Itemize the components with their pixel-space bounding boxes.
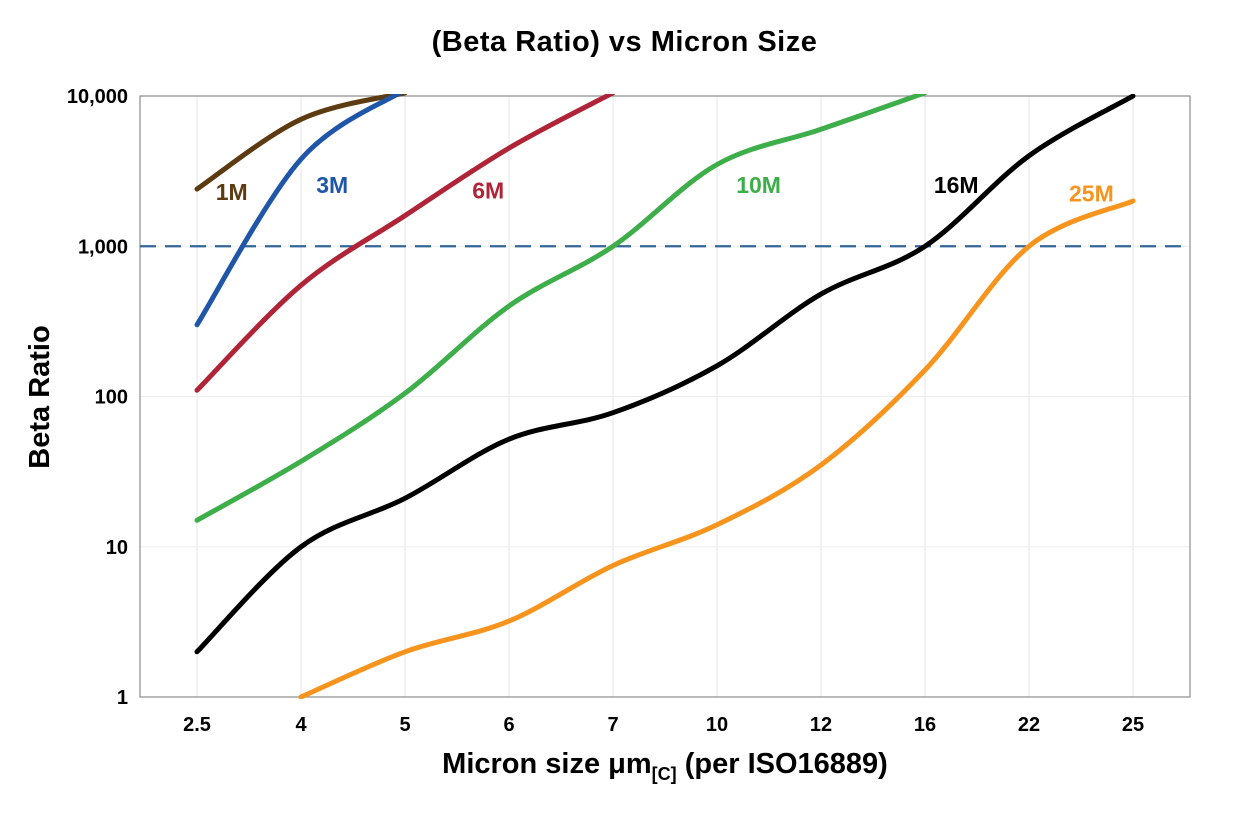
y-tick-label: 100: [95, 387, 128, 409]
chart-title: (Beta Ratio) vs Micron Size: [431, 26, 818, 58]
series-line-25M: [298, 198, 1136, 699]
x-tick-label: 7: [607, 714, 618, 736]
series-group: [194, 94, 1136, 699]
x-axis-title-suffix: (per ISO16889): [676, 748, 888, 780]
series-line-1M: [194, 94, 408, 192]
series-line-10M: [194, 94, 928, 523]
x-tick-label: 16: [914, 714, 936, 736]
series-label-25M: 25M: [1069, 180, 1114, 206]
series-line-6M: [194, 94, 616, 393]
x-axis-title-main: Micron size μm: [442, 748, 652, 780]
y-tick-label: 1,000: [78, 236, 128, 258]
series-line-3M: [194, 94, 403, 328]
x-tick-label: 12: [810, 714, 832, 736]
x-tick-label: 5: [399, 714, 410, 736]
x-axis-title: Micron size μm[C] (per ISO16889): [140, 748, 1190, 784]
x-tick-label: 4: [295, 714, 307, 736]
y-tick-label: 1: [117, 687, 128, 709]
y-tick-label: 10,000: [67, 86, 128, 108]
series-label-3M: 3M: [316, 172, 348, 198]
y-axis-title: Beta Ratio: [24, 325, 56, 469]
x-tick-label: 10: [706, 714, 728, 736]
y-tick-label: 10: [106, 537, 128, 559]
series-label-10M: 10M: [736, 172, 781, 198]
x-tick-label: 2.5: [183, 714, 211, 736]
plot-frame: [139, 95, 1191, 698]
x-tick-label: 25: [1122, 714, 1144, 736]
series-label-16M: 16M: [934, 172, 979, 198]
series-line-16M: [194, 94, 1136, 655]
x-tick-label: 22: [1018, 714, 1040, 736]
series-label-6M: 6M: [472, 178, 504, 204]
series-label-1M: 1M: [216, 179, 248, 205]
x-tick-label: 6: [503, 714, 514, 736]
x-axis-title-subscript: [C]: [651, 764, 677, 784]
